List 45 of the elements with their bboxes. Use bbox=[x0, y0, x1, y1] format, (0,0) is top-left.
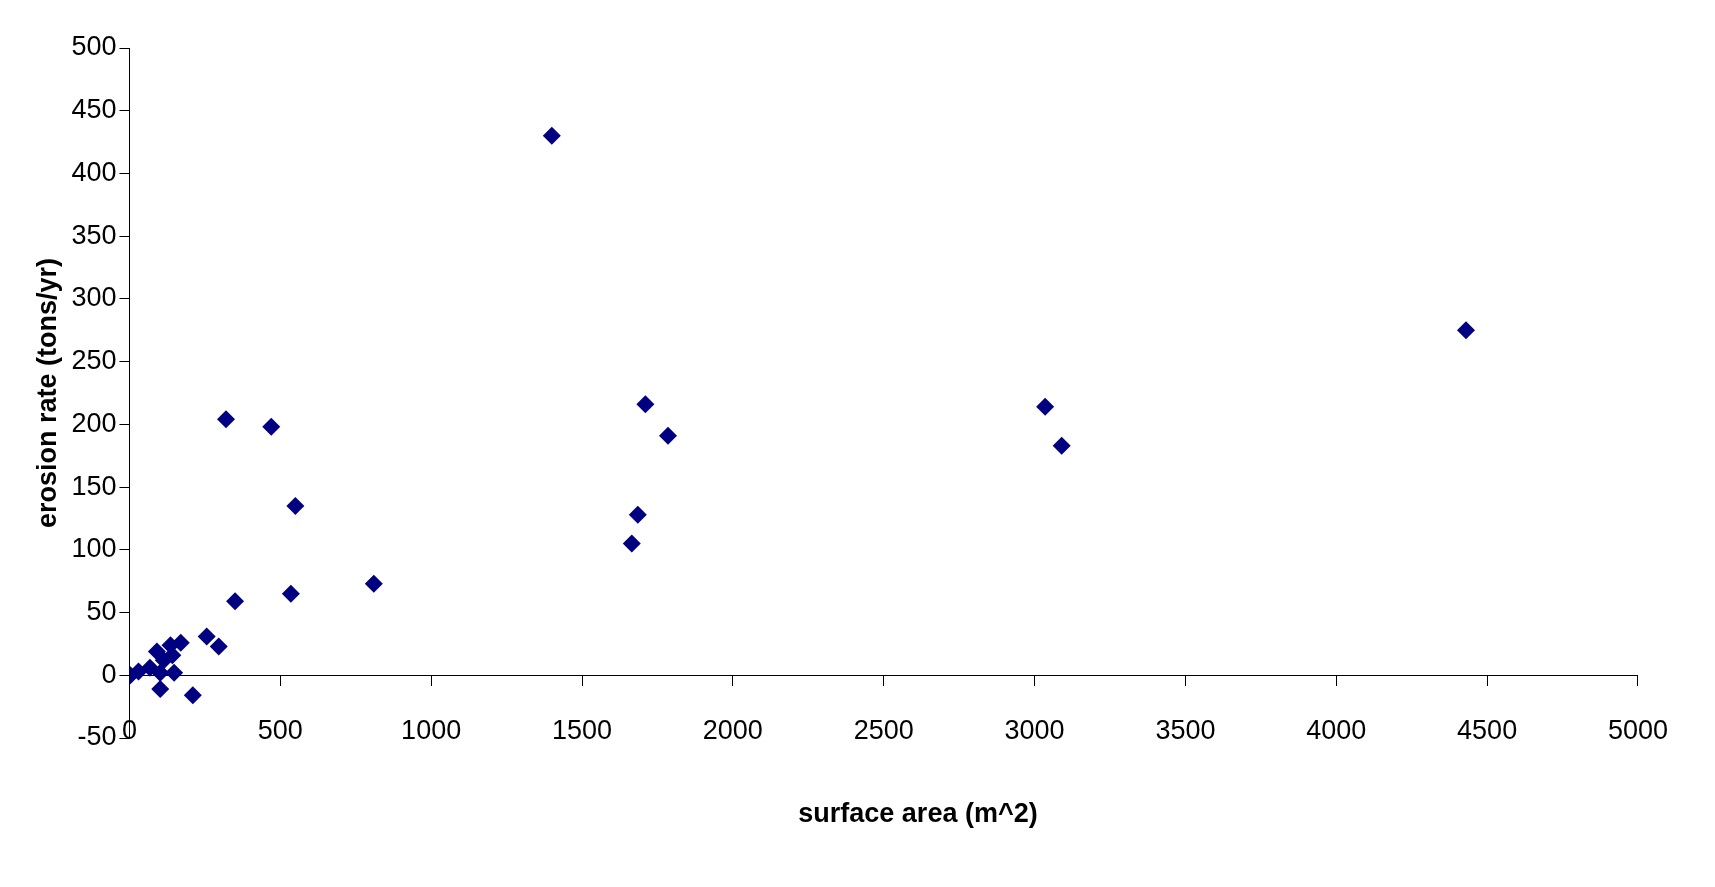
x-tick-label: 4000 bbox=[1306, 714, 1367, 745]
y-axis-title: erosion rate (tons/yr) bbox=[31, 257, 62, 529]
x-tick-label: 1000 bbox=[401, 714, 462, 745]
y-tick-label: 150 bbox=[71, 470, 117, 501]
x-tick-label: 3500 bbox=[1155, 714, 1216, 745]
point bbox=[226, 592, 245, 611]
y-tick-label: 250 bbox=[71, 345, 117, 376]
point bbox=[628, 505, 647, 524]
point bbox=[281, 584, 300, 603]
x-tick-label: 5000 bbox=[1607, 714, 1669, 745]
point bbox=[197, 627, 216, 646]
point bbox=[542, 126, 561, 145]
y-tick-label: 500 bbox=[71, 31, 117, 62]
y-tick-label: 450 bbox=[71, 94, 117, 125]
y-tick-label: -50 bbox=[77, 721, 117, 752]
point bbox=[183, 686, 202, 705]
point bbox=[658, 426, 677, 445]
x-axis-title: surface area (m^2) bbox=[797, 798, 1039, 829]
point bbox=[1457, 321, 1475, 340]
y-tick-label: 200 bbox=[71, 407, 117, 438]
y-tick-label: 0 bbox=[101, 658, 117, 689]
point bbox=[129, 662, 148, 681]
x-tick-label: 2500 bbox=[853, 714, 914, 745]
x-tick-label: 1500 bbox=[551, 714, 613, 745]
x-tick-label: 4500 bbox=[1457, 714, 1518, 745]
x-tick-label: 2000 bbox=[702, 714, 763, 745]
point bbox=[636, 395, 655, 414]
point bbox=[364, 574, 383, 593]
point bbox=[1052, 436, 1071, 455]
point bbox=[165, 663, 184, 682]
point bbox=[151, 680, 170, 699]
point bbox=[216, 410, 235, 429]
y-tick-label: 100 bbox=[71, 533, 117, 564]
point bbox=[1036, 397, 1055, 416]
point bbox=[147, 642, 166, 661]
point bbox=[286, 496, 305, 515]
point bbox=[262, 417, 281, 436]
point bbox=[622, 534, 641, 553]
y-tick-label: 50 bbox=[86, 596, 117, 626]
y-tick-label: 300 bbox=[71, 282, 117, 313]
y-tick-label: 350 bbox=[71, 219, 117, 250]
x-tick-label: 500 bbox=[257, 714, 303, 745]
point bbox=[209, 637, 228, 656]
x-tick-label: 3000 bbox=[1004, 714, 1065, 745]
y-tick-label: 400 bbox=[71, 156, 117, 187]
